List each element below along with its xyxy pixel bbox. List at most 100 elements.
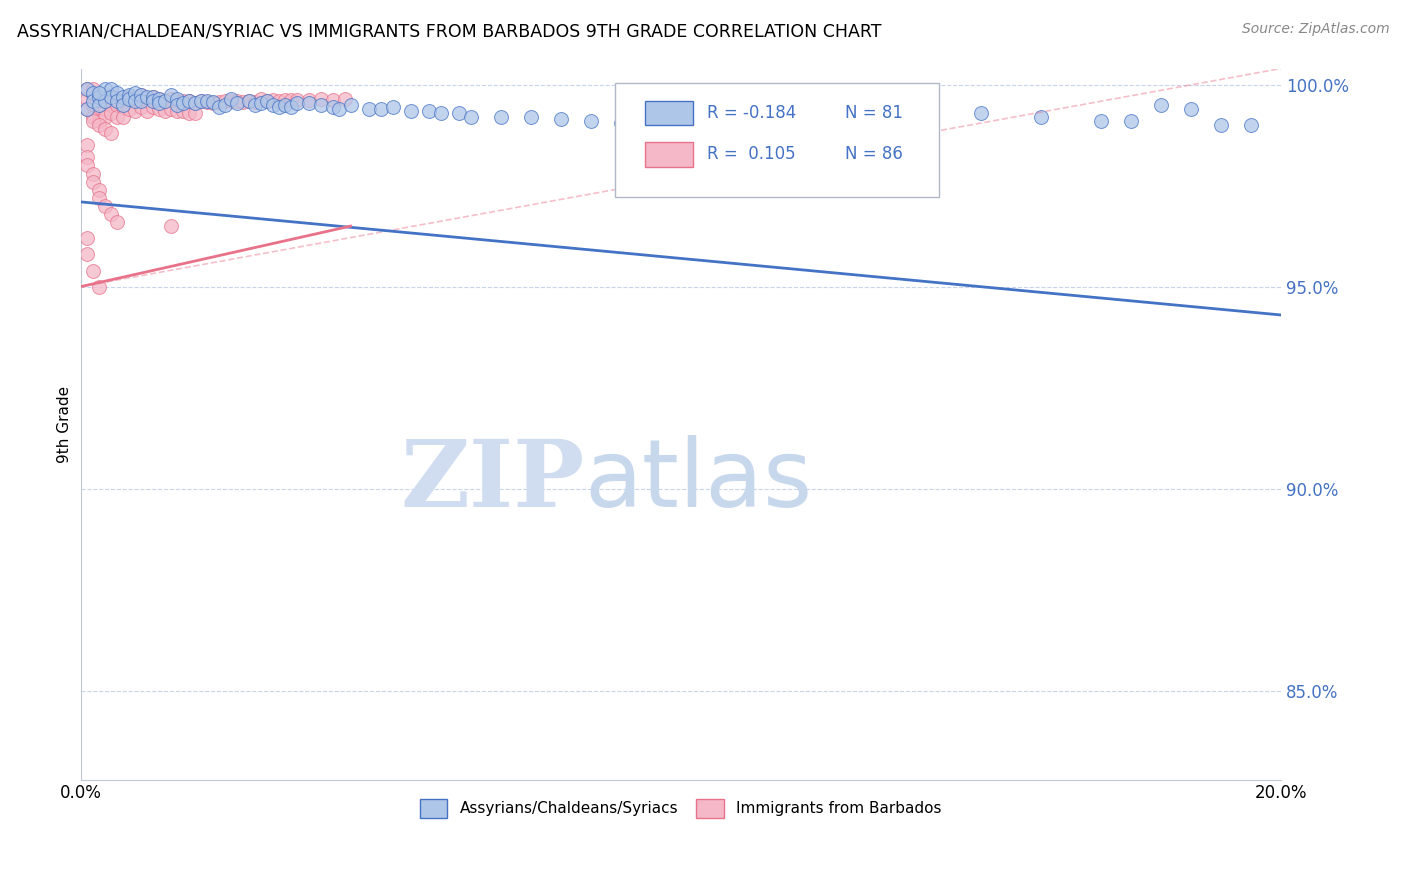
- Point: [100, 81, 122, 95]
- Point: [166, 92, 188, 106]
- Point: [195, 95, 218, 109]
- Point: [111, 100, 134, 114]
- Point: [93, 94, 115, 108]
- Point: [1119, 114, 1142, 128]
- Point: [256, 94, 278, 108]
- Point: [82, 98, 104, 112]
- Point: [460, 110, 482, 124]
- Point: [87, 114, 110, 128]
- Point: [285, 93, 308, 107]
- Point: [297, 93, 319, 107]
- Point: [177, 106, 200, 120]
- Point: [177, 94, 200, 108]
- Point: [82, 167, 104, 181]
- Point: [159, 102, 181, 116]
- Point: [183, 95, 205, 110]
- Legend: Assyrians/Chaldeans/Syriacs, Immigrants from Barbados: Assyrians/Chaldeans/Syriacs, Immigrants …: [412, 791, 949, 825]
- Point: [328, 102, 350, 116]
- Point: [100, 90, 122, 104]
- Text: ASSYRIAN/CHALDEAN/SYRIAC VS IMMIGRANTS FROM BARBADOS 9TH GRADE CORRELATION CHART: ASSYRIAN/CHALDEAN/SYRIAC VS IMMIGRANTS F…: [17, 22, 882, 40]
- Point: [309, 92, 332, 106]
- Point: [117, 87, 139, 102]
- Point: [519, 110, 541, 124]
- Point: [238, 94, 260, 108]
- Point: [124, 94, 146, 108]
- Point: [214, 98, 236, 112]
- Point: [82, 86, 104, 100]
- Point: [93, 199, 115, 213]
- Point: [105, 110, 128, 124]
- Point: [309, 98, 332, 112]
- Point: [579, 114, 602, 128]
- Point: [280, 93, 302, 107]
- Point: [148, 92, 170, 106]
- Point: [93, 102, 115, 116]
- Text: N = 86: N = 86: [845, 145, 903, 163]
- Point: [207, 100, 229, 114]
- Point: [111, 90, 134, 104]
- Point: [76, 231, 98, 245]
- Point: [76, 81, 98, 95]
- Point: [177, 94, 200, 108]
- Point: [1209, 118, 1232, 132]
- Point: [418, 103, 440, 118]
- Point: [87, 100, 110, 114]
- Point: [1090, 114, 1112, 128]
- Point: [148, 95, 170, 110]
- Point: [322, 100, 344, 114]
- Point: [1240, 118, 1263, 132]
- Point: [129, 100, 152, 114]
- Point: [111, 110, 134, 124]
- Point: [87, 86, 110, 100]
- Point: [159, 87, 181, 102]
- Point: [135, 103, 157, 118]
- Point: [357, 102, 380, 116]
- Point: [609, 116, 631, 130]
- Point: [76, 247, 98, 261]
- Point: [87, 118, 110, 132]
- Point: [172, 103, 194, 118]
- Point: [105, 92, 128, 106]
- Point: [93, 81, 115, 95]
- Y-axis label: 9th Grade: 9th Grade: [58, 385, 72, 463]
- Point: [256, 94, 278, 108]
- Point: [117, 92, 139, 106]
- Point: [117, 90, 139, 104]
- Point: [105, 98, 128, 112]
- Point: [82, 110, 104, 124]
- Point: [970, 106, 993, 120]
- Point: [267, 100, 290, 114]
- Text: N = 81: N = 81: [845, 103, 903, 121]
- Text: R =  0.105: R = 0.105: [707, 145, 796, 163]
- Point: [141, 90, 163, 104]
- Point: [141, 100, 163, 114]
- Point: [105, 94, 128, 108]
- Point: [910, 106, 932, 120]
- Point: [124, 92, 146, 106]
- FancyBboxPatch shape: [645, 143, 693, 167]
- Point: [201, 95, 224, 110]
- Point: [249, 95, 271, 110]
- Point: [262, 93, 284, 107]
- Point: [322, 93, 344, 107]
- Point: [339, 98, 361, 112]
- Point: [100, 106, 122, 120]
- Point: [82, 175, 104, 189]
- Point: [87, 191, 110, 205]
- Point: [76, 138, 98, 153]
- Point: [370, 102, 392, 116]
- Point: [82, 263, 104, 277]
- Point: [141, 90, 163, 104]
- Point: [429, 106, 451, 120]
- Point: [172, 94, 194, 108]
- Point: [273, 93, 295, 107]
- Point: [280, 100, 302, 114]
- Point: [381, 100, 404, 114]
- Point: [447, 106, 470, 120]
- Point: [267, 94, 290, 108]
- Point: [100, 87, 122, 102]
- Point: [166, 103, 188, 118]
- Point: [129, 87, 152, 102]
- Text: R = -0.184: R = -0.184: [707, 103, 796, 121]
- Point: [111, 94, 134, 108]
